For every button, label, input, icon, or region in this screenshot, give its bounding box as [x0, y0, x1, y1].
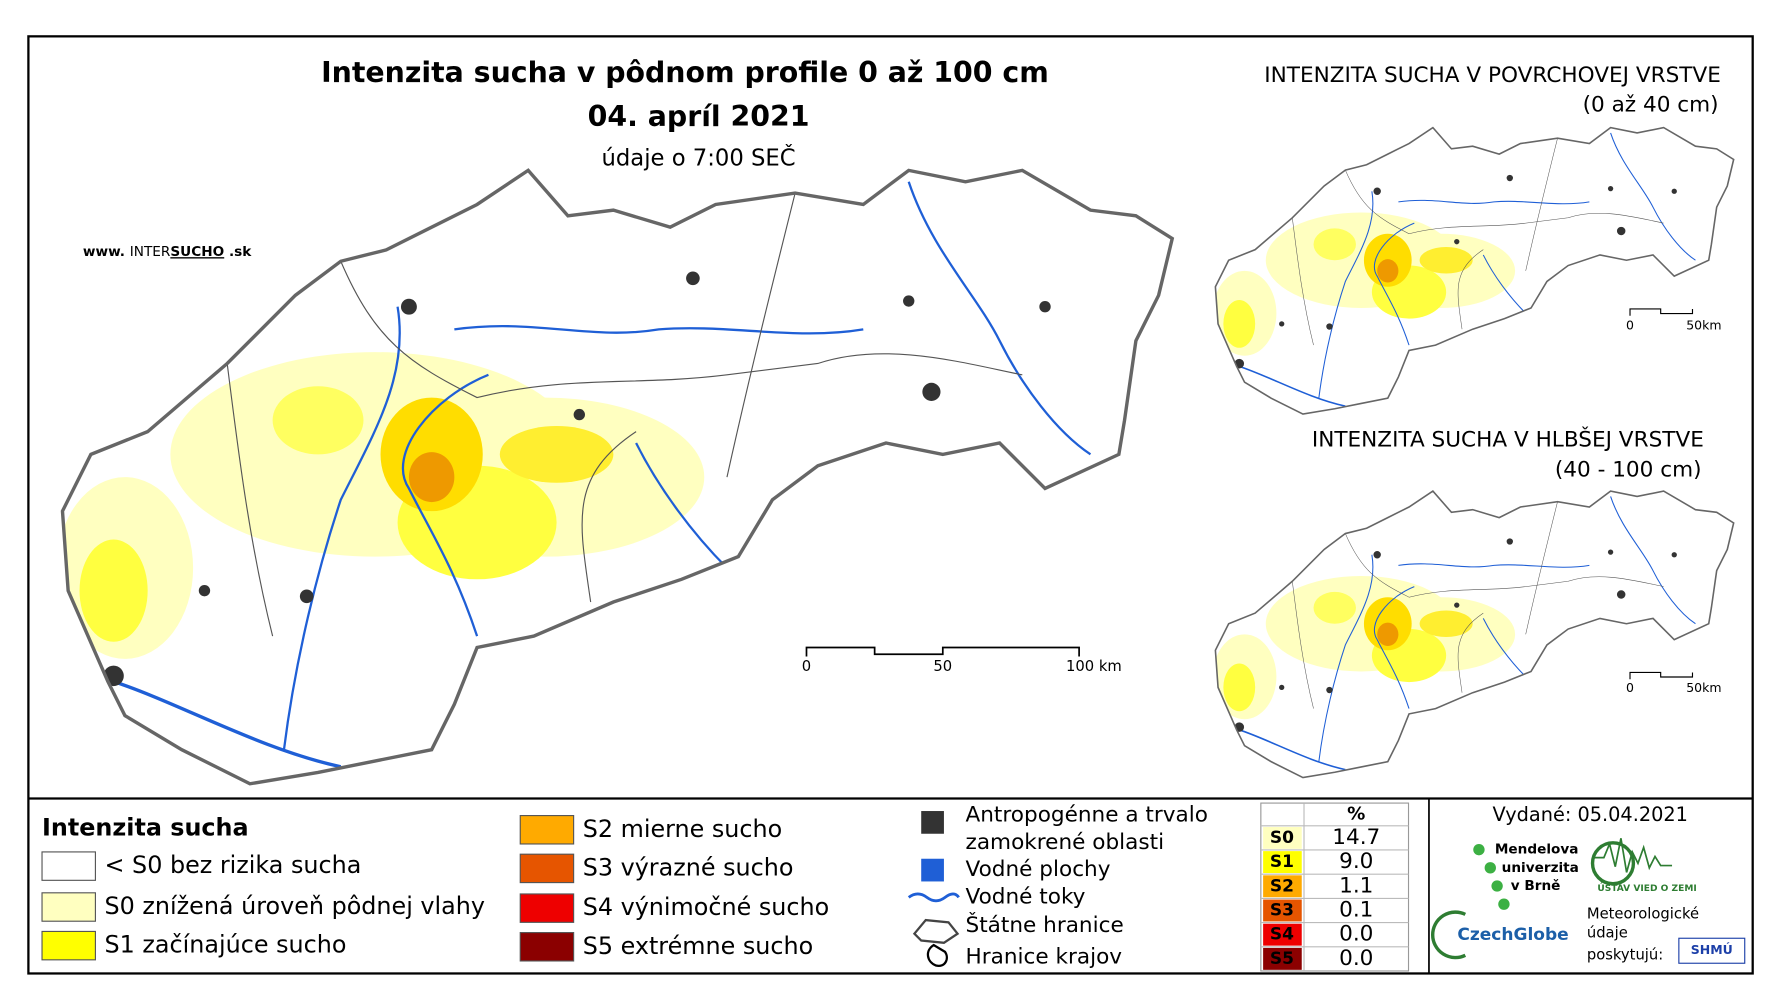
table-border: [1260, 802, 1410, 972]
inset-subtitle: (0 až 40 cm): [1583, 93, 1719, 118]
layer-label: Vodné plochy: [966, 857, 1111, 882]
mendelu-text: v Brně: [1511, 878, 1561, 894]
scale-label: 50km: [1686, 318, 1721, 333]
table-class: S3: [1270, 900, 1294, 920]
logos: Mendelova univerzita v Brně CzechGlobe Ú…: [1430, 838, 1746, 964]
legend-swatch: [41, 892, 96, 922]
mendelu-text: Mendelova: [1495, 842, 1579, 858]
provider-text: poskytujú:: [1587, 946, 1663, 963]
legend-label: S4 výnimočné sucho: [583, 893, 829, 921]
table-value: 0.0: [1339, 922, 1373, 947]
table-value: 0.0: [1339, 946, 1373, 971]
table-class-cell: [1263, 947, 1302, 970]
table-value: 14.7: [1332, 825, 1380, 850]
czechglobe-text: CzechGlobe: [1457, 925, 1568, 945]
scale-label: 100 km: [1066, 658, 1122, 675]
water-icon: [921, 858, 944, 882]
scale-label: 0: [802, 658, 811, 675]
table-class-cell: [1263, 851, 1302, 874]
scale-label: 0: [1626, 318, 1634, 333]
scale-label: 0: [1626, 680, 1634, 695]
table-class-cell: [1263, 899, 1302, 922]
table-value: 1.1: [1339, 873, 1373, 898]
state-border-icon: [912, 918, 960, 944]
layer-label: Hranice krajov: [966, 945, 1123, 970]
table-class: S5: [1270, 949, 1294, 969]
date: 04. apríl 2021: [588, 100, 810, 133]
legend-swatch: [41, 930, 96, 961]
inset-scale-bar: [1629, 308, 1694, 316]
layer-label: Štátne hranice: [966, 912, 1124, 938]
inset-subtitle: (40 - 100 cm): [1555, 457, 1702, 482]
main-scale-bar: [805, 646, 1080, 657]
table-class: S2: [1270, 876, 1294, 896]
legend-title: Intenzita sucha: [42, 814, 249, 842]
table-value: 9.0: [1339, 849, 1373, 874]
legend-label: S5 extrémne sucho: [583, 932, 813, 960]
website-part: www.: [83, 244, 125, 260]
inset-title: INTENZITA SUCHA V HLBŠEJ VRSTVE: [1312, 427, 1704, 453]
legend-swatch: [519, 815, 575, 845]
layer-label: zamokrené oblasti: [966, 830, 1165, 855]
website-part: INTER: [130, 244, 171, 260]
website-part: SUCHO: [170, 244, 224, 260]
shmu-text: SHMÚ: [1691, 942, 1733, 957]
mendelu-text: univerzita: [1502, 860, 1579, 876]
legend-swatch: [519, 893, 575, 923]
provider-text: Meteorologické: [1587, 905, 1699, 922]
legend-label: S2 mierne sucho: [583, 815, 783, 843]
scale-label: 50km: [1686, 680, 1721, 695]
inset-title: INTENZITA SUCHA V POVRCHOVEJ VRSTVE: [1264, 63, 1721, 88]
legend-swatch: [41, 851, 96, 881]
scale-label: 50: [933, 658, 952, 675]
czechglobe-arc: [1430, 910, 1467, 960]
legend-swatch: [519, 853, 575, 884]
region-border-icon: [926, 943, 948, 967]
legend-label: S0 znížená úroveň pôdnej vlahy: [105, 892, 486, 920]
inset-map-surface: [1213, 128, 1734, 414]
table-value: 0.1: [1339, 897, 1373, 922]
table-header: %: [1347, 803, 1365, 824]
issued: Vydané: 05.04.2021: [1493, 803, 1688, 826]
layers-legend: Antropogénne a trvalo zamokrené oblasti …: [907, 803, 1208, 970]
stats-table: % S0 14.7 S1 9.0 S2 1.1 S3 0.1 S4 0.0 S5 0.0: [1260, 802, 1410, 972]
table-class: S0: [1270, 828, 1294, 848]
table-class-cell: [1263, 826, 1302, 849]
table-class-cell: [1263, 875, 1302, 898]
mendelu-dots: [1473, 843, 1510, 910]
table-class-cell: [1263, 923, 1302, 946]
website: www. INTERSUCHO .sk: [83, 244, 252, 260]
inset-map-deep: [1213, 491, 1734, 777]
shmu-box: [1678, 937, 1746, 964]
website-part: .sk: [229, 244, 252, 260]
layer-label: Antropogénne a trvalo: [966, 803, 1208, 828]
legend-label: S3 výrazné sucho: [583, 853, 794, 881]
uvz-ring: [1590, 841, 1636, 886]
uvz-text: ÚSTAV VIED O ZEMI: [1597, 882, 1696, 894]
layer-label: Vodné toky: [966, 884, 1086, 909]
frame: [27, 35, 1754, 975]
river-icon: [907, 892, 960, 903]
title: Intenzita sucha v pôdnom profile 0 až 10…: [321, 56, 1049, 89]
anthropogenic-icon: [921, 811, 944, 834]
table-class: S1: [1270, 852, 1294, 872]
inset-scale-bar: [1629, 671, 1694, 680]
provider-text: údaje: [1587, 925, 1628, 942]
legend-swatch: [519, 932, 575, 962]
legend: < S0 bez rizika sucha S0 znížená úroveň p…: [41, 815, 829, 962]
legend-label: < S0 bez rizika sucha: [105, 851, 362, 879]
legend-label: S1 začínajúce sucho: [105, 931, 347, 959]
main-map: [57, 170, 1172, 783]
table-class: S4: [1270, 925, 1294, 945]
note: údaje o 7:00 SEČ: [602, 144, 796, 172]
